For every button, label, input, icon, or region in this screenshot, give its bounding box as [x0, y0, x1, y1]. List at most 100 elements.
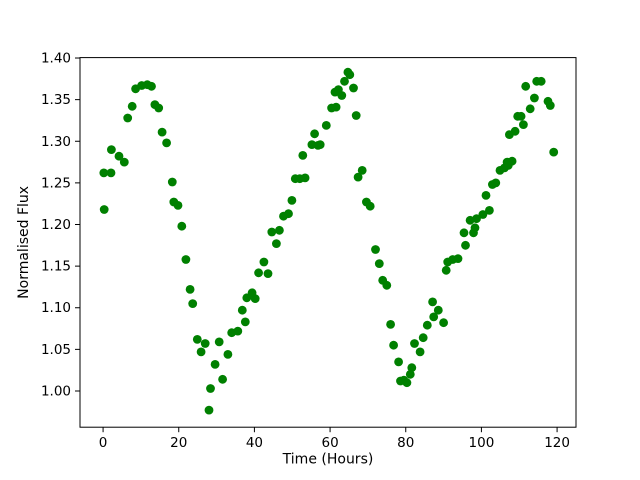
data-point-marker: [123, 113, 133, 123]
data-point-marker: [240, 317, 250, 327]
y-axis-label: Normalised Flux: [16, 186, 32, 299]
data-point-marker: [491, 178, 501, 188]
x-axis-label: Time (Hours): [282, 452, 374, 468]
data-point-marker: [267, 227, 277, 237]
data-point-marker: [418, 333, 428, 343]
data-point-marker: [106, 168, 116, 178]
data-point-marker: [353, 172, 363, 182]
data-point-marker: [340, 76, 349, 86]
data-point-marker: [453, 254, 463, 263]
data-point-marker: [389, 340, 398, 350]
data-point-marker: [345, 70, 355, 80]
x-tick-label: 60: [321, 435, 338, 451]
plot-area: [79, 57, 577, 428]
data-point-marker: [374, 259, 384, 268]
x-tick-label: 20: [170, 435, 187, 451]
data-point-marker: [516, 111, 526, 121]
data-point-marker: [433, 305, 443, 315]
data-point-marker: [386, 320, 395, 329]
y-tick-label: 1.05: [41, 342, 71, 358]
data-point-marker: [470, 223, 480, 233]
data-point-marker: [107, 145, 116, 155]
data-point-marker: [119, 157, 129, 167]
data-points: [99, 67, 559, 415]
data-point-marker: [472, 214, 481, 224]
data-point-marker: [185, 285, 195, 294]
data-point-marker: [461, 240, 470, 250]
y-tick-label: 1.00: [41, 383, 71, 399]
data-point-marker: [233, 326, 243, 336]
data-point-marker: [371, 245, 380, 254]
data-point-marker: [545, 101, 555, 110]
data-point-marker: [402, 378, 412, 388]
data-point-marker: [382, 280, 392, 290]
data-point-marker: [284, 209, 293, 219]
data-point-marker: [422, 320, 432, 330]
data-point-marker: [214, 337, 224, 347]
x-tick-label: 120: [544, 435, 570, 451]
data-point-marker: [181, 255, 191, 264]
data-point-marker: [525, 104, 535, 114]
y-axis: 1.00 1.05 1.10 1.15 1.20 1.25 1.30 1.35 1.40: [41, 51, 80, 399]
data-point-marker: [349, 83, 358, 93]
data-point-marker: [114, 151, 124, 161]
data-point-marker: [407, 363, 417, 373]
y-tick-label: 1.10: [41, 300, 71, 316]
data-point-marker: [167, 177, 177, 187]
data-point-marker: [365, 201, 375, 211]
x-tick-label: 100: [469, 435, 495, 451]
data-point-marker: [549, 147, 559, 157]
x-tick-label: 40: [246, 435, 263, 451]
data-point-marker: [177, 221, 187, 231]
data-point-marker: [428, 297, 437, 307]
x-tick-label: 80: [397, 435, 414, 451]
data-point-marker: [157, 127, 167, 137]
data-point-marker: [162, 138, 172, 148]
data-point-marker: [223, 350, 233, 359]
y-tick-label: 1.30: [41, 134, 71, 150]
data-point-marker: [478, 210, 488, 219]
data-point-marker: [300, 173, 310, 183]
data-point-marker: [415, 347, 425, 357]
data-point-marker: [536, 76, 546, 86]
data-point-marker: [173, 201, 183, 210]
data-point-marker: [405, 369, 415, 379]
data-point-marker: [410, 339, 419, 348]
data-point-marker: [394, 357, 403, 367]
data-point-marker: [210, 360, 220, 369]
data-point-marker: [188, 299, 198, 308]
data-point-marker: [530, 93, 539, 103]
data-point-marker: [127, 101, 137, 111]
y-tick-label: 1.25: [41, 175, 71, 191]
data-point-marker: [510, 126, 520, 136]
y-tick-label: 1.35: [41, 92, 71, 108]
y-tick-label: 1.15: [41, 259, 71, 275]
y-tick-label: 1.40: [41, 51, 71, 67]
data-point-marker: [287, 196, 297, 205]
data-point-marker: [298, 151, 308, 160]
data-point-marker: [147, 81, 156, 91]
data-point-marker: [357, 166, 367, 175]
data-point-marker: [254, 268, 263, 278]
data-point-marker: [521, 81, 531, 91]
data-point-marker: [331, 102, 341, 112]
data-point-marker: [275, 225, 284, 235]
data-point-marker: [237, 305, 247, 315]
data-point-marker: [272, 239, 281, 249]
data-point-marker: [459, 228, 469, 238]
data-point-marker: [99, 205, 109, 214]
data-point-marker: [429, 312, 439, 322]
data-point-marker: [259, 257, 269, 267]
data-point-marker: [263, 269, 273, 278]
data-point-marker: [204, 405, 214, 415]
x-tick-label: 0: [99, 435, 108, 451]
data-point-marker: [519, 120, 528, 129]
data-point-marker: [441, 265, 451, 275]
data-point-marker: [337, 91, 347, 100]
data-point-marker: [439, 318, 448, 328]
data-point-marker: [321, 121, 331, 130]
data-point-marker: [507, 156, 517, 166]
data-point-marker: [196, 347, 206, 357]
